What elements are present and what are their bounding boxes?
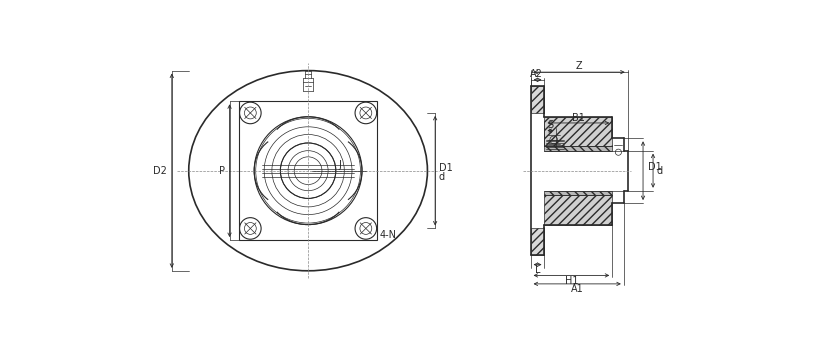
Text: A2: A2 — [530, 69, 543, 79]
Text: P: P — [219, 166, 225, 176]
Polygon shape — [530, 228, 544, 256]
Text: J: J — [339, 160, 341, 170]
Polygon shape — [530, 86, 544, 113]
Text: D1: D1 — [648, 162, 662, 172]
Text: B1: B1 — [572, 113, 585, 123]
Text: 4-N: 4-N — [379, 230, 397, 240]
Text: H1: H1 — [565, 276, 579, 286]
Text: D2: D2 — [153, 166, 166, 176]
Bar — [239, 101, 377, 240]
Text: D1: D1 — [439, 163, 453, 173]
Polygon shape — [544, 117, 612, 146]
Text: Z: Z — [576, 61, 583, 71]
Polygon shape — [544, 195, 612, 224]
Text: d: d — [657, 166, 663, 176]
Text: A1: A1 — [571, 284, 583, 294]
Text: S: S — [548, 120, 553, 130]
Text: L: L — [534, 265, 540, 275]
Polygon shape — [544, 191, 612, 195]
Text: d: d — [439, 172, 445, 182]
Polygon shape — [544, 146, 612, 151]
